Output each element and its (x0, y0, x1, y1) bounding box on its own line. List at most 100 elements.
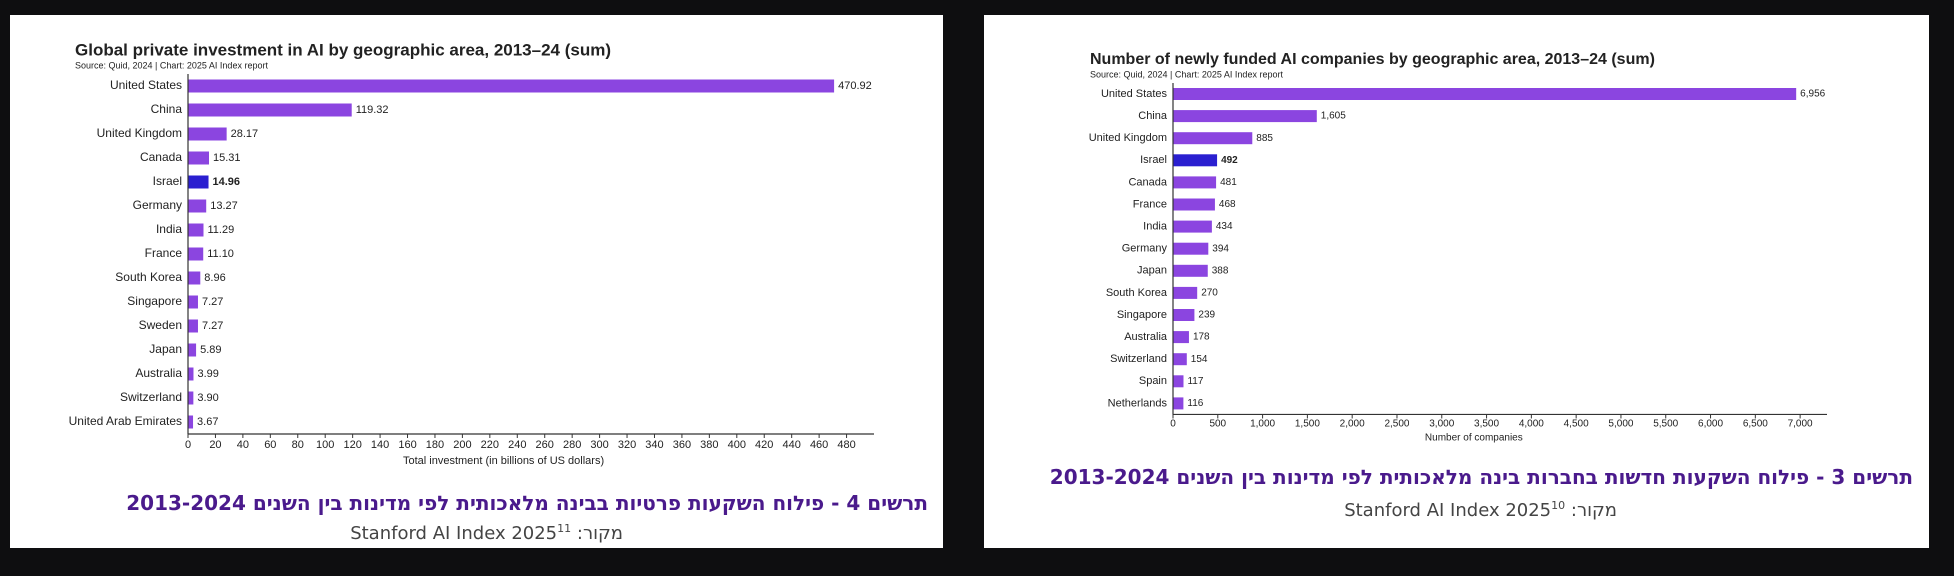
bar (1173, 375, 1184, 388)
x-tick-label: 400 (728, 439, 746, 451)
category-label: Switzerland (120, 390, 182, 404)
x-tick-label: 440 (783, 439, 801, 451)
bar (188, 223, 204, 237)
x-tick-label: 4,500 (1564, 419, 1589, 430)
value-label: 14.96 (213, 176, 241, 188)
value-label: 15.31 (213, 152, 241, 164)
x-tick-label: 0 (1170, 419, 1176, 430)
chart-subtitle: Source: Quid, 2024 | Chart: 2025 AI Inde… (1090, 69, 1283, 79)
value-label: 388 (1212, 265, 1229, 276)
left-panel (10, 15, 943, 548)
category-label: Israel (1140, 154, 1167, 166)
category-label: Netherlands (1108, 397, 1168, 409)
category-label: Israel (153, 174, 182, 188)
value-label: 154 (1191, 354, 1208, 365)
source-text: Stanford AI Index 2025 (1344, 500, 1552, 521)
category-label: United Kingdom (97, 126, 182, 140)
source: Stanford AI Index 202510 (1344, 499, 1566, 521)
bar (1173, 88, 1797, 100)
x-tick-label: 0 (185, 439, 191, 451)
x-tick-label: 420 (755, 439, 773, 451)
bar (188, 391, 194, 405)
value-label: 434 (1216, 221, 1233, 232)
value-label: 117 (1187, 376, 1203, 387)
value-label: 7.27 (202, 296, 223, 308)
value-label: 270 (1201, 288, 1218, 299)
value-label: 885 (1256, 133, 1273, 144)
x-tick-label: 500 (1209, 419, 1226, 430)
category-label: Germany (1122, 243, 1168, 255)
value-label: 6,956 (1800, 89, 1825, 100)
footnote: 10 (1551, 499, 1566, 512)
category-label: Sweden (139, 318, 182, 332)
bar (188, 271, 201, 285)
x-tick-label: 200 (453, 439, 471, 451)
bar (1173, 220, 1212, 233)
value-label: 481 (1220, 177, 1237, 188)
x-tick-label: 6,500 (1743, 419, 1768, 430)
value-label: 28.17 (231, 128, 259, 140)
category-label: Canada (1128, 176, 1167, 188)
x-tick-label: 120 (343, 439, 361, 451)
value-label: 470.92 (838, 80, 872, 92)
x-tick-label: 340 (645, 439, 663, 451)
bar (1173, 397, 1184, 410)
value-label: 178 (1193, 332, 1210, 343)
bar (1173, 286, 1198, 299)
x-tick-label: 360 (673, 439, 691, 451)
bar (1173, 242, 1209, 255)
category-label: Japan (149, 342, 182, 356)
bar (1173, 176, 1217, 189)
category-label: China (151, 102, 183, 116)
bar (1173, 110, 1317, 123)
x-tick-label: 100 (316, 439, 334, 451)
x-tick-label: 380 (700, 439, 718, 451)
bar (188, 151, 210, 165)
bar (188, 367, 194, 381)
category-label: France (145, 246, 183, 260)
bar (1173, 264, 1208, 277)
x-tick-label: 180 (426, 439, 444, 451)
value-label: 468 (1219, 199, 1236, 210)
bar (188, 79, 835, 93)
x-axis-label: Total investment (in billions of US doll… (403, 455, 604, 467)
bar (188, 175, 209, 189)
x-tick-label: 140 (371, 439, 389, 451)
value-label: 11.10 (207, 248, 234, 260)
category-label: United States (110, 78, 182, 92)
x-tick-label: 7,000 (1788, 419, 1813, 430)
value-label: 119.32 (356, 104, 389, 116)
category-label: Singapore (1117, 309, 1167, 321)
category-label: South Korea (115, 270, 182, 284)
value-label: 3.67 (197, 416, 218, 428)
value-label: 7.27 (202, 320, 223, 332)
x-tick-label: 5,500 (1653, 419, 1678, 430)
x-tick-label: 40 (237, 439, 249, 451)
category-label: China (1138, 110, 1168, 122)
category-label: United States (1101, 88, 1168, 100)
category-label: India (1143, 221, 1168, 233)
x-tick-label: 280 (563, 439, 581, 451)
value-label: 8.96 (204, 272, 225, 284)
x-tick-label: 4,000 (1519, 419, 1544, 430)
value-label: 11.29 (207, 224, 234, 236)
category-label: Singapore (127, 294, 182, 308)
chart-subtitle: Source: Quid, 2024 | Chart: 2025 AI Inde… (75, 60, 268, 70)
bar (188, 199, 207, 213)
category-label: Australia (1124, 331, 1168, 343)
x-tick-label: 20 (209, 439, 221, 451)
category-label: Germany (133, 198, 182, 212)
value-label: 3.99 (197, 368, 218, 380)
bar (1173, 132, 1253, 145)
value-label: 3.90 (197, 392, 218, 404)
category-label: United Arab Emirates (69, 414, 182, 428)
source-text: Stanford AI Index 2025 (350, 523, 558, 544)
x-tick-label: 6,000 (1698, 419, 1723, 430)
x-tick-label: 300 (590, 439, 608, 451)
value-label: 13.27 (210, 200, 238, 212)
x-tick-label: 1,500 (1295, 419, 1320, 430)
bar (1173, 331, 1189, 344)
value-label: 239 (1198, 310, 1215, 321)
